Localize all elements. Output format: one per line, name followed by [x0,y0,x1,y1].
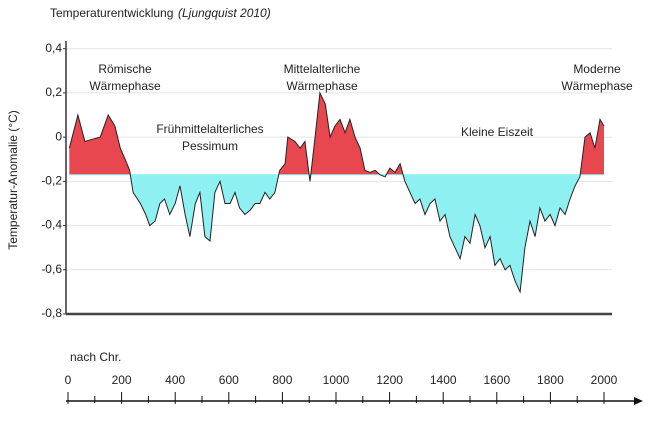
area-below [69,174,604,292]
y-tick-label: -0,4 [41,218,62,232]
x-tick-label: 1000 [323,373,350,387]
y-axis-label: Temperatur-Anomalie (°C) [6,110,20,250]
y-tick-label: 0 [55,129,62,143]
x-tick-label: 400 [165,373,185,387]
annotation: Römische [98,62,152,76]
x-tick-label: 800 [272,373,292,387]
annotation: Frühmittelalterliches [156,122,263,136]
annotation: Kleine Eiszeit [461,125,534,139]
annotation: Moderne [573,62,621,76]
y-tick-label: 0,2 [45,85,62,99]
x-tick-label: 1600 [483,373,510,387]
area-above [69,92,604,175]
x-tick-label: 1800 [537,373,564,387]
time-axis-arrow [634,397,643,405]
y-tick-label: -0,8 [41,306,62,320]
chart-title: Temperaturentwicklung [50,6,173,20]
y-tick-label: 0,4 [45,41,62,55]
annotation: Wärmephase [286,79,358,93]
y-tick-label: -0,2 [41,174,62,188]
x-tick-label: 1400 [430,373,457,387]
x-tick-label: 1200 [376,373,403,387]
x-tick-label: 600 [219,373,239,387]
x-tick-label: 200 [112,373,132,387]
x-tick-label: 2000 [591,373,618,387]
annotation: Wärmephase [89,79,161,93]
temperature-line [68,91,605,294]
annotation: Pessimum [182,139,238,153]
chart-source: (Ljungquist 2010) [178,6,271,20]
annotation: Mittelalterliche [284,62,361,76]
x-axis-label: nach Chr. [70,350,121,364]
y-tick-label: -0,6 [41,262,62,276]
annotation: Wärmephase [561,79,633,93]
x-tick-label: 0 [65,373,72,387]
